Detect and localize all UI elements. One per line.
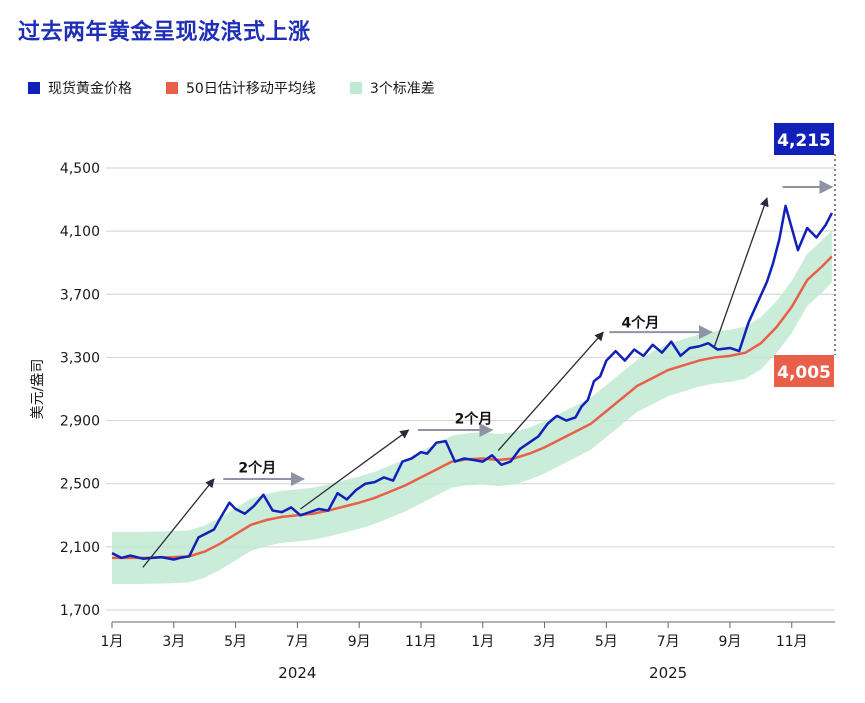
- y-tick-label: 2,500: [60, 477, 100, 493]
- x-tick-label: 11月: [405, 634, 437, 650]
- badge-ma-value: 4,005: [777, 363, 831, 383]
- std-band-layer: [112, 230, 832, 584]
- y-tick-label: 2,900: [60, 414, 100, 430]
- y-tick-label: 3,300: [60, 350, 100, 366]
- legend-item-ma: 50日估计移动平均线: [166, 78, 316, 98]
- series-line-ma: [112, 255, 833, 560]
- x-tick-label: 1月: [101, 634, 124, 650]
- x-tick-label: 5月: [224, 634, 247, 650]
- std-band-area: [112, 230, 832, 584]
- x-tick-label: 3月: [162, 634, 185, 650]
- y-axis-label: 美元/盎司: [30, 359, 46, 420]
- legend-item-spot: 现货黄金价格: [28, 78, 132, 98]
- x-tick-label: 1月: [471, 634, 494, 650]
- x-tick-label: 7月: [286, 634, 309, 650]
- x-tick-label: 9月: [348, 634, 371, 650]
- x-tick-label: 11月: [776, 634, 808, 650]
- y-tick-label: 3,700: [60, 287, 100, 303]
- legend-item-band: 3个标准差: [349, 78, 435, 98]
- x-tick-label: 7月: [657, 634, 680, 650]
- duration-annotation: 2个月: [455, 411, 493, 428]
- x-tick-label: 9月: [718, 634, 741, 650]
- legend: 现货黄金价格 50日估计移动平均线 3个标准差: [28, 78, 435, 98]
- y-tick-label: 4,500: [60, 161, 100, 177]
- year-label: 2025: [649, 664, 687, 682]
- legend-label-ma: 50日估计移动平均线: [186, 81, 316, 97]
- axis-layer: 1,700 2,100 2,500 2,900 3,300 3,700 4,100 4,500…: [30, 161, 835, 682]
- legend-label-spot: 现货黄金价格: [48, 81, 132, 97]
- trend-arrow: [300, 429, 410, 510]
- y-tick-label: 1,700: [60, 603, 100, 619]
- x-tick-label: 3月: [533, 634, 556, 650]
- year-label: 2024: [278, 664, 316, 682]
- badge-spot-bg: [774, 123, 834, 155]
- legend-swatch-band: [349, 82, 362, 94]
- series-line-spot: [111, 204, 834, 561]
- legend-label-band: 3个标准差: [369, 81, 435, 97]
- duration-annotation: 2个月: [238, 460, 276, 477]
- badge-spot-value: 4,215: [777, 131, 831, 151]
- legend-swatch-ma: [166, 82, 178, 94]
- arrow-layer: 2个月 2个月 4个月: [142, 179, 834, 568]
- y-tick-label: 4,100: [60, 224, 100, 240]
- duration-annotation: 4个月: [621, 314, 659, 331]
- value-badges: 4,215 4,005: [774, 123, 836, 387]
- y-tick-label: 2,100: [60, 540, 100, 556]
- series-layer: [111, 204, 834, 561]
- grid-lines: [106, 167, 835, 611]
- trend-arrow: [497, 331, 604, 451]
- legend-swatch-spot: [28, 82, 40, 94]
- chart-title: 过去两年黄金呈现波浪式上涨: [18, 20, 311, 45]
- badge-ma-bg: [774, 355, 834, 387]
- trend-arrow: [713, 197, 769, 347]
- trend-arrow: [142, 478, 215, 568]
- x-tick-label: 5月: [595, 634, 618, 650]
